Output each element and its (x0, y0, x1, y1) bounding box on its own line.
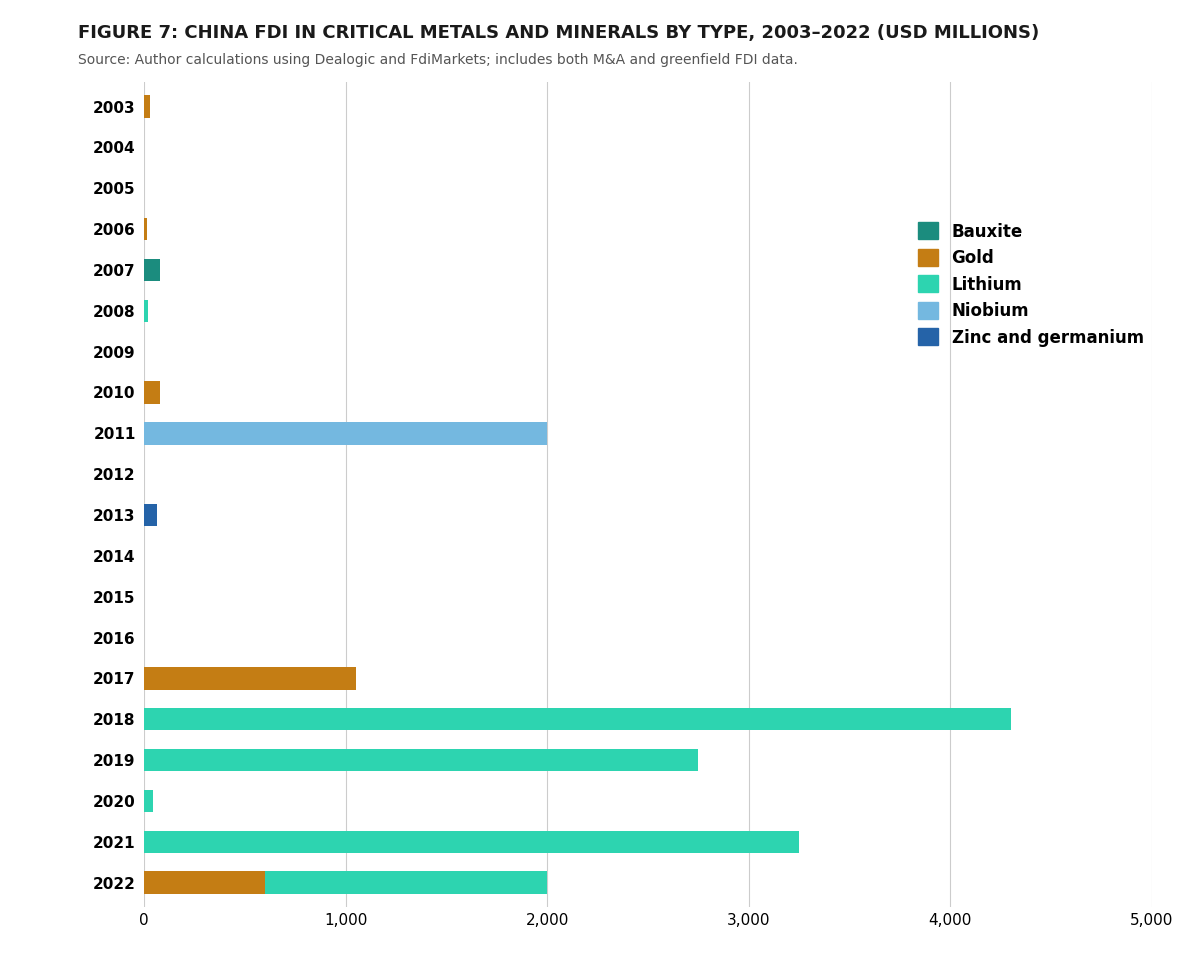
Text: FIGURE 7: CHINA FDI IN CRITICAL METALS AND MINERALS BY TYPE, 2003–2022 (USD MILL: FIGURE 7: CHINA FDI IN CRITICAL METALS A… (78, 24, 1039, 42)
Bar (144, 259, 160, 281)
Bar (144, 96, 150, 118)
Bar (144, 504, 157, 526)
Bar (144, 789, 154, 813)
Bar (144, 218, 148, 240)
Bar (144, 422, 547, 445)
Bar (144, 871, 265, 894)
Bar (144, 667, 355, 690)
Bar (144, 831, 799, 853)
Legend: Bauxite, Gold, Lithium, Niobium, Zinc and germanium: Bauxite, Gold, Lithium, Niobium, Zinc an… (918, 222, 1144, 346)
Bar (144, 381, 160, 403)
Text: Source: Author calculations using Dealogic and FdiMarkets; includes both M&A and: Source: Author calculations using Dealog… (78, 53, 798, 68)
Bar (265, 871, 547, 894)
Bar (144, 299, 148, 322)
Bar (144, 749, 698, 771)
Bar (144, 708, 1010, 731)
